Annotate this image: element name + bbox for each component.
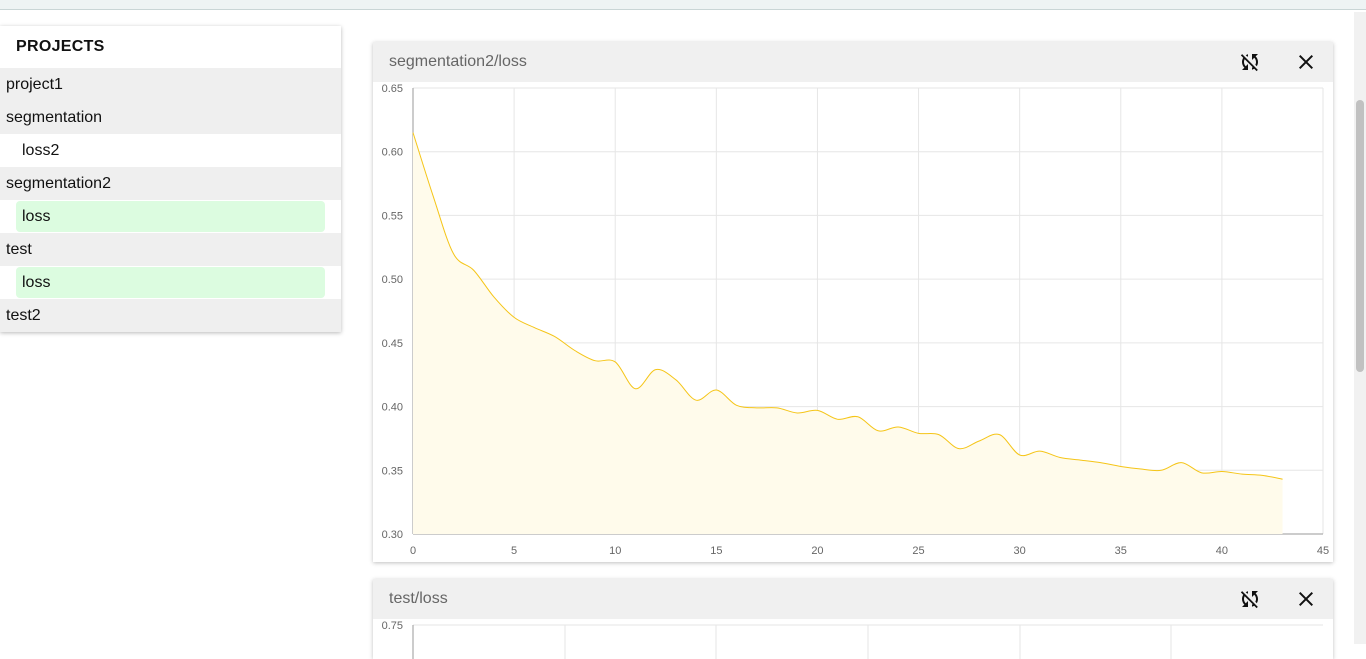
data-point [756,407,758,409]
data-point [675,379,677,381]
data-point [1181,462,1183,464]
x-tick-label: 10 [609,545,621,557]
data-point [554,336,556,338]
loss-chart-segmentation2: 0.30 0.35 0.40 0.45 0.50 0.55 0.60 0.65 0 5 10 15 20… [382,83,1330,557]
close-icon[interactable] [1294,50,1318,74]
data-point [1241,473,1243,475]
series-line [412,132,1283,480]
data-point [513,317,515,319]
y-tick-label: 0.75 [382,620,403,632]
data-point [898,426,900,428]
project-item-segmentation2[interactable]: segmentation2 [0,167,341,200]
project-item-test[interactable]: test [0,233,341,266]
x-tick-label: 30 [1014,545,1026,557]
data-point [1019,454,1021,456]
data-point [1282,478,1284,480]
data-point [1262,475,1264,477]
page-scrollbar-thumb[interactable] [1356,100,1364,372]
data-point [776,407,778,409]
data-point [574,350,576,352]
data-point [493,296,495,298]
x-tick-label: 40 [1216,545,1228,557]
x-tick-label: 25 [912,545,924,557]
data-point [837,419,839,421]
x-tick-label: 35 [1115,545,1127,557]
projects-sidebar: PROJECTS project1 segmentation loss2 seg… [0,26,341,332]
chart-card-title: test/loss [389,590,448,607]
data-point [695,399,697,401]
data-point [857,416,859,418]
x-tick-label: 5 [511,545,517,557]
data-point [796,412,798,414]
data-point [534,327,536,329]
data-point [432,196,434,198]
sync-disabled-icon[interactable] [1238,50,1262,74]
top-app-bar [0,0,1366,10]
run-row: loss [0,200,341,233]
data-point [1100,462,1102,464]
x-tick-label: 45 [1317,545,1329,557]
data-point [938,434,940,436]
data-point [877,430,879,432]
loss-chart-test: 0.75 [382,620,1323,659]
data-point [1140,468,1142,470]
x-tick-label: 20 [811,545,823,557]
data-point [978,440,980,442]
run-item-loss-selected[interactable]: loss [16,267,325,298]
data-point [594,360,596,362]
data-point [655,369,657,371]
data-point [1160,469,1162,471]
data-point [473,269,475,271]
chart-card-header: segmentation2/loss [373,42,1333,82]
y-tick-label: 0.40 [382,402,403,414]
chart-card-header: test/loss [373,579,1333,619]
run-row: loss2 [0,134,341,167]
data-point [716,389,718,391]
run-row: loss [0,266,341,299]
y-tick-label: 0.45 [382,338,403,350]
y-tick-label: 0.35 [382,465,403,477]
chart-card-title: segmentation2/loss [389,53,527,70]
data-point [453,253,455,255]
run-item-loss-selected[interactable]: loss [16,201,325,232]
y-tick-label: 0.65 [382,83,403,95]
x-tick-label: 0 [410,545,416,557]
chart-card-test-loss: test/loss 0.75 [373,579,1333,659]
y-tick-label: 0.60 [382,147,403,159]
data-point [958,448,960,450]
data-point [1059,457,1061,459]
project-item-project1[interactable]: project1 [0,68,341,101]
data-point [736,404,738,406]
y-tick-label: 0.55 [382,210,403,222]
y-tick-label: 0.30 [382,529,403,541]
data-point [817,410,819,412]
series-area-fill [413,132,1283,534]
data-point [1080,459,1082,461]
y-tick-label: 0.50 [382,274,403,286]
data-point [1221,471,1223,473]
data-point [918,433,920,435]
project-item-test2[interactable]: test2 [0,299,341,332]
data-point [412,132,414,134]
project-item-segmentation[interactable]: segmentation [0,101,341,134]
sync-disabled-icon[interactable] [1238,587,1262,611]
close-icon[interactable] [1294,587,1318,611]
x-tick-label: 15 [710,545,722,557]
sidebar-title: PROJECTS [16,38,105,55]
chart-card-segmentation2-loss: segmentation2/loss 0.30 0.35 0.40 0.45 0.50 0… [373,42,1333,562]
data-point [1039,450,1041,452]
data-point [614,361,616,363]
data-point [999,434,1001,436]
data-point [635,388,637,390]
run-item-loss2[interactable]: loss2 [22,142,60,159]
data-point [1120,466,1122,468]
data-point [1201,472,1203,474]
